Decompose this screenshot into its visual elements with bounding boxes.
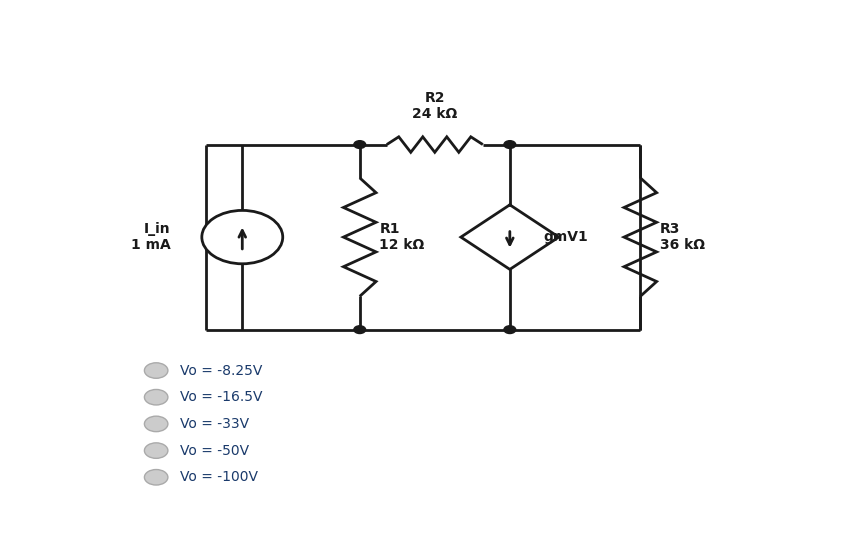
Polygon shape — [461, 205, 559, 269]
Text: R1
12 kΩ: R1 12 kΩ — [380, 222, 424, 252]
Circle shape — [145, 470, 168, 485]
Text: Vo = -16.5V: Vo = -16.5V — [179, 390, 262, 404]
Text: Vo = -33V: Vo = -33V — [179, 417, 248, 431]
Text: Vo = -8.25V: Vo = -8.25V — [179, 363, 262, 377]
Circle shape — [145, 390, 168, 405]
Circle shape — [145, 416, 168, 432]
Text: I_in
1 mA: I_in 1 mA — [131, 222, 170, 252]
Circle shape — [354, 141, 365, 149]
Text: gmV1: gmV1 — [544, 230, 589, 244]
Text: Vo = -100V: Vo = -100V — [179, 470, 258, 484]
Circle shape — [504, 141, 515, 149]
Circle shape — [145, 443, 168, 458]
Circle shape — [504, 326, 515, 334]
Text: Vo = -50V: Vo = -50V — [179, 444, 248, 458]
Circle shape — [354, 326, 365, 334]
Ellipse shape — [202, 210, 283, 264]
Text: R3
36 kΩ: R3 36 kΩ — [660, 222, 705, 252]
Text: R2
24 kΩ: R2 24 kΩ — [413, 91, 457, 121]
Circle shape — [145, 363, 168, 378]
